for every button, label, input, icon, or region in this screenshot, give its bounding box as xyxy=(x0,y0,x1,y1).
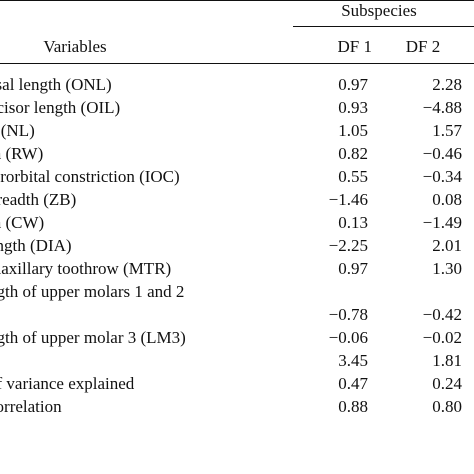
df1-value: −2.25 xyxy=(328,236,368,255)
variable-label: terorbital constriction (IOC) xyxy=(0,167,180,186)
variable-label: th (RW) xyxy=(0,144,44,163)
variable-label: of variance explained xyxy=(0,374,135,393)
table-row: asal length (ONL) 0.97 2.28 xyxy=(0,74,474,97)
group-span-rule xyxy=(293,26,474,27)
df1-value: 0.93 xyxy=(338,98,368,117)
df2-value: 0.80 xyxy=(432,397,462,416)
df1-value: 0.88 xyxy=(338,397,368,416)
df2-value: 0.08 xyxy=(432,190,462,209)
table-row: ngth of upper molars 1 and 2 xyxy=(0,281,474,304)
variable-label: asal length (ONL) xyxy=(0,75,112,94)
df2-value: −0.34 xyxy=(422,167,462,186)
df2-value: −0.42 xyxy=(422,305,462,324)
table-row: breadth (ZB) −1.46 0.08 xyxy=(0,189,474,212)
column-header-df1: DF 1 xyxy=(337,37,372,56)
column-header-variables: Variables xyxy=(43,37,107,56)
table-row: terorbital constriction (IOC) 0.55 −0.34 xyxy=(0,166,474,189)
table-row: 3.45 1.81 xyxy=(0,350,474,373)
variable-label: ngth of upper molar 3 (LM3) xyxy=(0,328,186,347)
table-row: ngth of upper molar 3 (LM3) −0.06 −0.02 xyxy=(0,327,474,350)
table-row: ncisor length (OIL) 0.93 −4.88 xyxy=(0,97,474,120)
df2-value: −0.02 xyxy=(422,328,462,347)
header-rule xyxy=(0,63,474,64)
df2-value: −1.49 xyxy=(422,213,462,232)
variable-label: maxillary toothrow (MTR) xyxy=(0,259,172,278)
variable-label: h (NL) xyxy=(0,121,35,140)
table-row: −0.78 −0.42 xyxy=(0,304,474,327)
df1-value: −0.06 xyxy=(328,328,368,347)
table-row: th (CW) 0.13 −1.49 xyxy=(0,212,474,235)
table-row: maxillary toothrow (MTR) 0.97 1.30 xyxy=(0,258,474,281)
df1-value: 3.45 xyxy=(338,351,368,370)
variable-label: ncisor length (OIL) xyxy=(0,98,121,117)
df1-value: 0.55 xyxy=(338,167,368,186)
df1-value: 0.97 xyxy=(338,75,368,94)
variable-label: correlation xyxy=(0,397,62,416)
variable-label: th (CW) xyxy=(0,213,45,232)
df2-value: 1.57 xyxy=(432,121,462,140)
df1-value: 0.47 xyxy=(338,374,368,393)
df1-value: 0.13 xyxy=(338,213,368,232)
variable-label: ngth of upper molars 1 and 2 xyxy=(0,282,185,301)
table-row: h (NL) 1.05 1.57 xyxy=(0,120,474,143)
df1-value: 1.05 xyxy=(338,121,368,140)
variable-label: breadth (ZB) xyxy=(0,190,77,209)
df1-value: −0.78 xyxy=(328,305,368,324)
df2-value: 2.28 xyxy=(432,75,462,94)
df2-value: 1.30 xyxy=(432,259,462,278)
group-header-subspecies: Subspecies xyxy=(341,1,417,20)
variable-label: ength (DIA) xyxy=(0,236,72,255)
table-row: th (RW) 0.82 −0.46 xyxy=(0,143,474,166)
df2-value: −4.88 xyxy=(422,98,462,117)
df1-value: −1.46 xyxy=(328,190,368,209)
df2-value: 0.24 xyxy=(432,374,462,393)
top-rule xyxy=(0,0,474,1)
df2-value: −0.46 xyxy=(422,144,462,163)
column-header-df2: DF 2 xyxy=(405,37,441,56)
df2-value: 2.01 xyxy=(432,236,462,255)
df1-value: 0.82 xyxy=(338,144,368,163)
table-row: correlation 0.88 0.80 xyxy=(0,396,474,419)
table-row: ength (DIA) −2.25 2.01 xyxy=(0,235,474,258)
table-row: of variance explained 0.47 0.24 xyxy=(0,373,474,396)
df1-value: 0.97 xyxy=(338,259,368,278)
df2-value: 1.81 xyxy=(432,351,462,370)
